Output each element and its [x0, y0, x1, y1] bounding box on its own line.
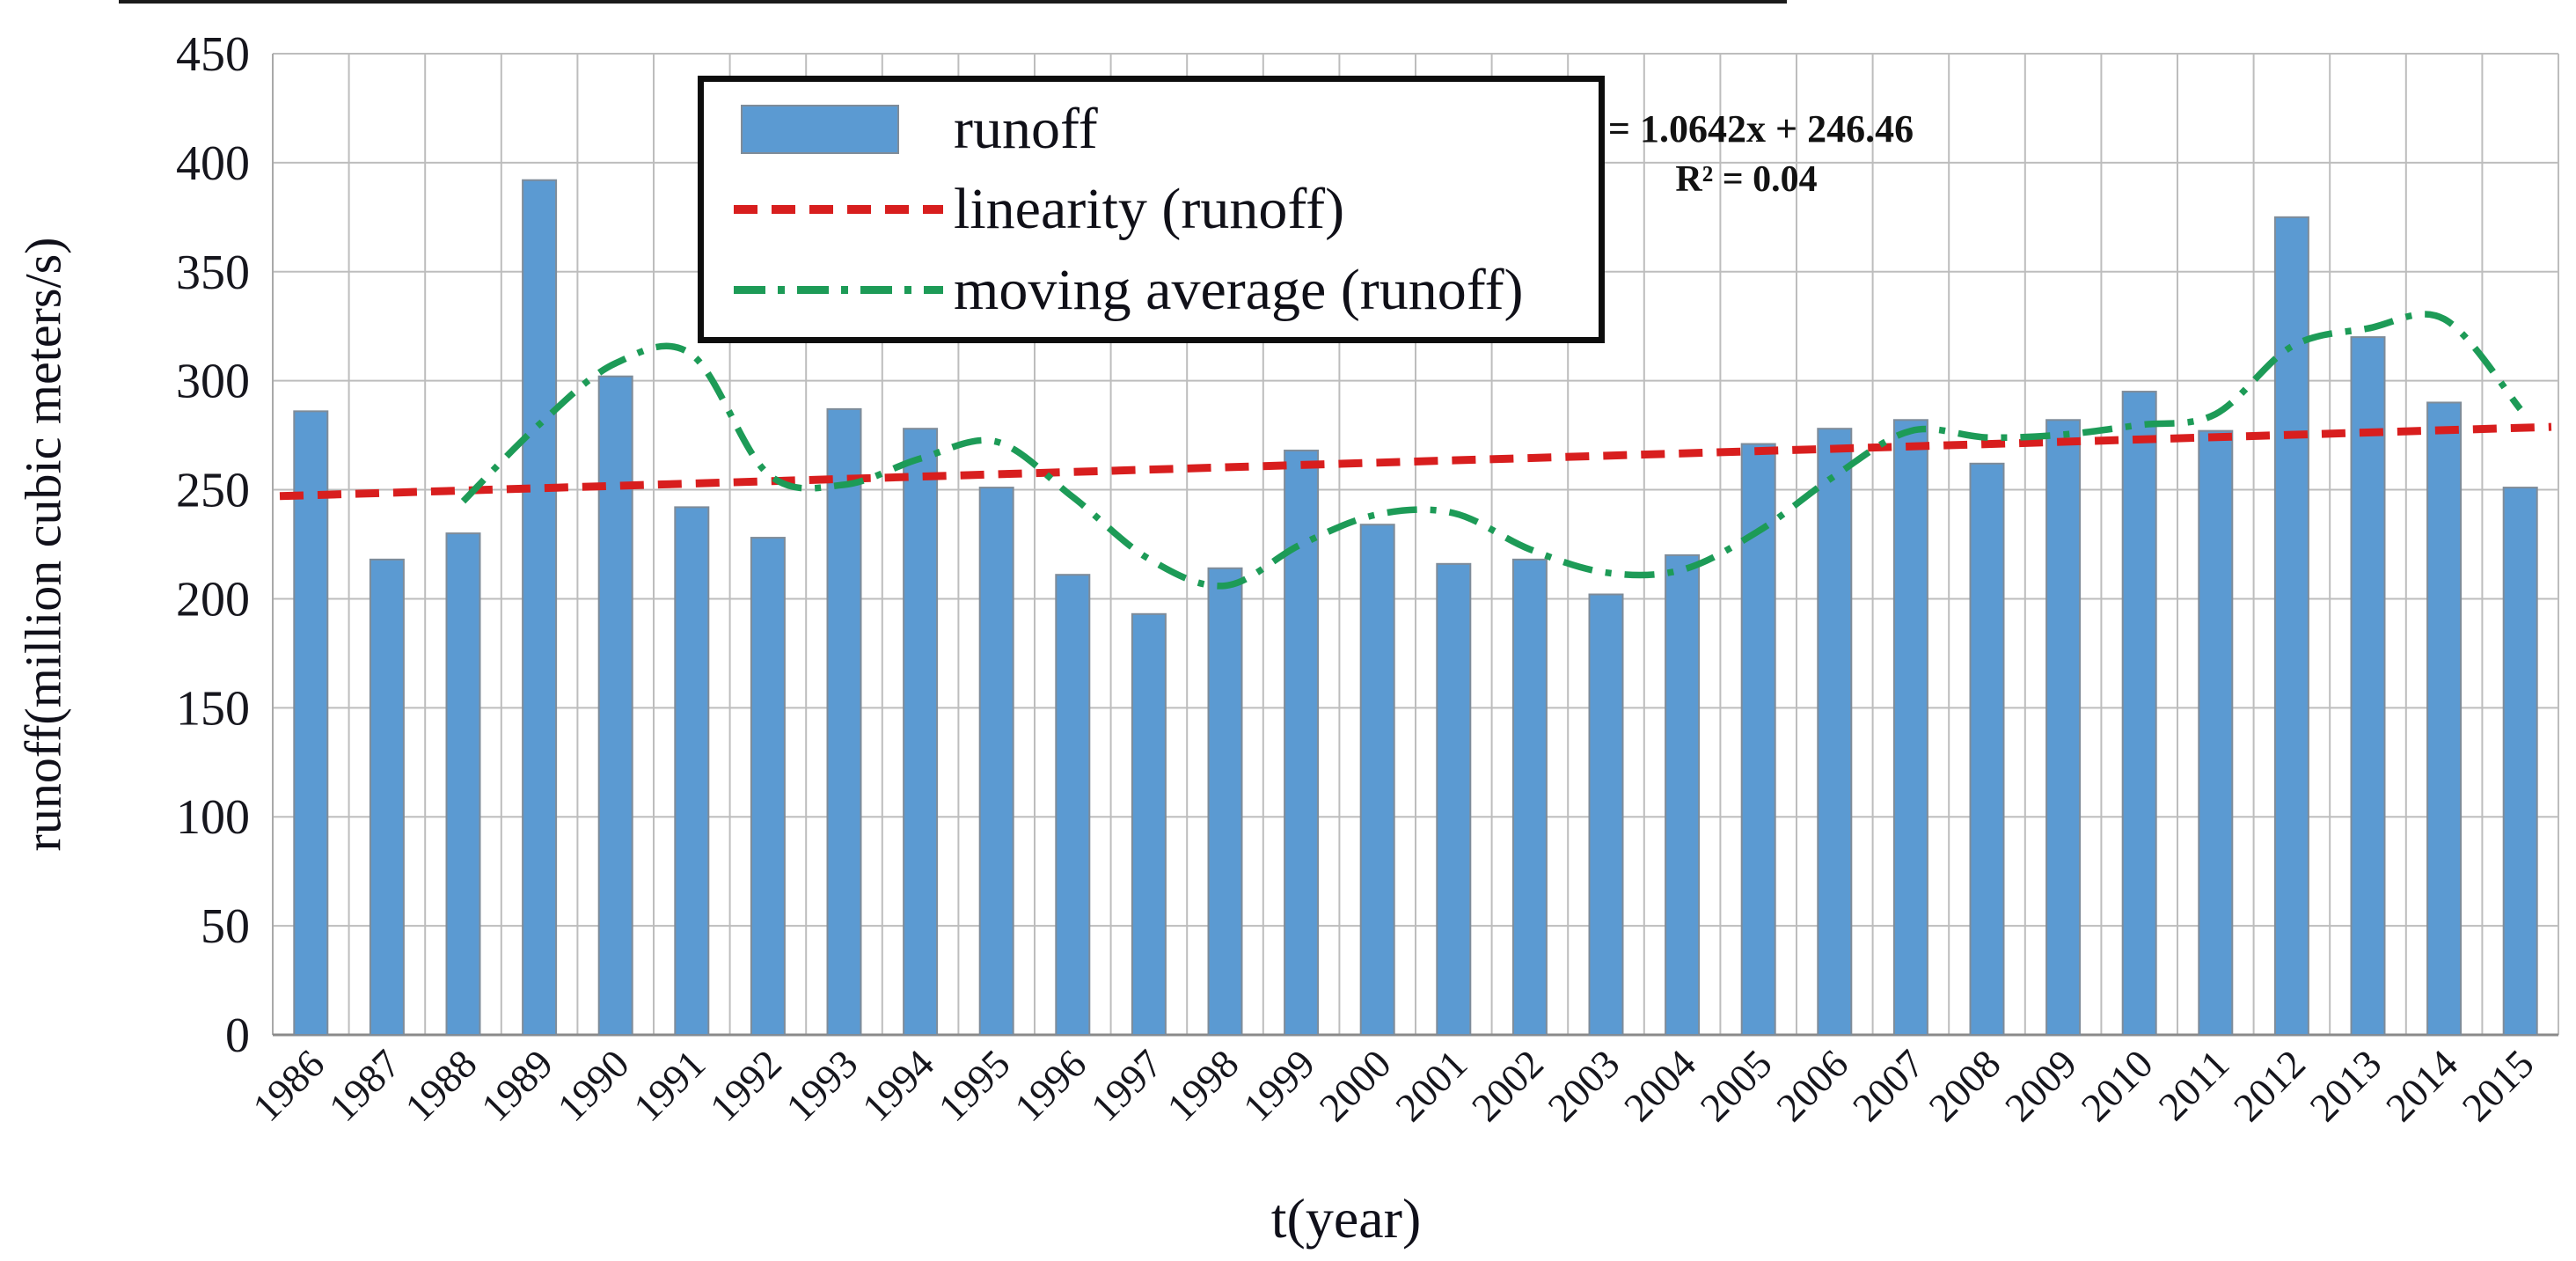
x-tick-label-2001: 2001	[1387, 1041, 1475, 1130]
x-tick-label-2002: 2002	[1463, 1041, 1552, 1130]
x-tick-label-1987: 1987	[320, 1041, 409, 1130]
y-tick-label: 50	[201, 899, 250, 954]
runoff-bar-2010	[2121, 391, 2157, 1036]
x-tick-label-1998: 1998	[1158, 1041, 1247, 1130]
x-tick-label-2006: 2006	[1767, 1041, 1856, 1130]
x-tick-label-1996: 1996	[1006, 1041, 1094, 1130]
runoff-bar-1993	[826, 407, 862, 1036]
moving-average-line	[460, 311, 2523, 590]
x-tick-label-1995: 1995	[930, 1041, 1019, 1130]
x-tick-label-1999: 1999	[1234, 1041, 1323, 1130]
r-squared-text: R² = 0.04	[1675, 159, 1818, 200]
y-tick-label: 150	[176, 681, 250, 736]
runoff-bar-2003	[1588, 593, 1624, 1036]
runoff-bar-2012	[2273, 216, 2309, 1037]
runoff-bar-2011	[2198, 429, 2234, 1036]
runoff-bar-2006	[1817, 428, 1853, 1036]
runoff-bar-2014	[2426, 401, 2463, 1036]
runoff-bar-1987	[369, 558, 405, 1036]
legend-item-linearity: linearity (runoff)	[734, 176, 1599, 243]
cropped-top-border	[119, 0, 1787, 4]
runoff-bar-swatch-icon	[741, 104, 899, 154]
y-tick-label: 0	[225, 1008, 250, 1063]
x-tick-label-1988: 1988	[396, 1041, 485, 1130]
x-tick-label-1997: 1997	[1082, 1041, 1171, 1130]
y-tick-label: 100	[176, 790, 250, 845]
y-tick-label: 400	[176, 136, 250, 191]
legend-label-moving-average: moving average (runoff)	[954, 257, 1524, 322]
runoff-bar-2009	[2045, 419, 2082, 1036]
moving-average-swatch-cell	[734, 286, 954, 294]
legend-label-runoff: runoff	[954, 96, 1098, 161]
y-axis-title-text: runoff(million cubic meters/s)	[14, 237, 72, 852]
runoff-bar-2008	[1969, 462, 2005, 1036]
runoff-bar-1995	[978, 487, 1014, 1036]
runoff-bar-2013	[2350, 336, 2386, 1037]
runoff-bar-1996	[1055, 574, 1091, 1036]
legend-item-runoff: runoff	[734, 96, 1599, 163]
runoff-bar-1994	[903, 428, 939, 1036]
x-tick-label-2013: 2013	[2301, 1041, 2389, 1130]
runoff-swatch-cell	[734, 104, 954, 154]
x-tick-label-2012: 2012	[2225, 1041, 2314, 1130]
x-tick-label-1991: 1991	[625, 1041, 714, 1130]
equation-text: y = 1.0642x + 246.46	[1578, 107, 1914, 150]
y-tick-label: 200	[176, 572, 250, 627]
x-tick-label-2014: 2014	[2377, 1041, 2466, 1130]
x-tick-label-2004: 2004	[1615, 1041, 1704, 1130]
runoff-bar-1988	[445, 532, 481, 1036]
x-tick-label-2015: 2015	[2454, 1041, 2543, 1130]
x-tick-label-2010: 2010	[2073, 1041, 2162, 1130]
runoff-bar-1990	[597, 375, 633, 1036]
y-tick-label: 350	[176, 246, 250, 300]
runoff-bar-2000	[1359, 524, 1395, 1036]
x-tick-label-2008: 2008	[1920, 1041, 2009, 1130]
legend-item-moving-average: moving average (runoff)	[734, 257, 1599, 324]
runoff-bar-1998	[1207, 567, 1243, 1036]
x-tick-label-2003: 2003	[1539, 1041, 1628, 1130]
y-tick-label: 250	[176, 464, 250, 518]
x-tick-label-2011: 2011	[2149, 1041, 2237, 1129]
runoff-bar-2015	[2502, 487, 2538, 1036]
x-tick-label-2009: 2009	[1996, 1041, 2085, 1130]
runoff-bar-2004	[1665, 554, 1701, 1036]
x-tick-label-1989: 1989	[472, 1041, 561, 1130]
runoff-bar-1989	[522, 179, 558, 1036]
runoff-bar-2007	[1892, 419, 1928, 1036]
linearity-dashed-line-swatch-icon	[734, 205, 943, 214]
linearity-swatch-cell	[734, 205, 954, 214]
y-axis-title: runoff(million cubic meters/s)	[5, 54, 81, 1035]
y-tick-label: 300	[176, 355, 250, 409]
x-tick-label-1993: 1993	[777, 1041, 866, 1130]
moving-average-dash-dot-line-swatch-icon	[734, 286, 943, 294]
x-tick-label-1992: 1992	[701, 1041, 790, 1130]
x-tick-label-1990: 1990	[549, 1041, 638, 1130]
x-tick-label-1986: 1986	[244, 1041, 333, 1130]
linearity-trendline	[279, 422, 2552, 501]
runoff-bar-2001	[1436, 562, 1472, 1036]
trendline-equation: y = 1.0642x + 246.46 R² = 0.04	[1482, 104, 2010, 204]
x-axis-title: t(year)	[1270, 1187, 1422, 1250]
legend: runoff linearity (runoff) moving average…	[698, 76, 1605, 343]
runoff-bar-1986	[293, 410, 329, 1037]
runoff-bar-1992	[750, 537, 786, 1036]
x-tick-label-2000: 2000	[1311, 1041, 1400, 1130]
runoff-bar-2002	[1511, 558, 1548, 1036]
runoff-bar-2005	[1740, 443, 1776, 1036]
runoff-bar-1991	[674, 506, 710, 1036]
runoff-bar-1997	[1131, 612, 1167, 1036]
x-tick-label-2007: 2007	[1844, 1041, 1933, 1130]
y-tick-label: 450	[176, 27, 250, 82]
x-tick-label-1994: 1994	[853, 1041, 942, 1130]
x-tick-label-2005: 2005	[1692, 1041, 1781, 1130]
legend-label-linearity: linearity (runoff)	[954, 177, 1345, 241]
